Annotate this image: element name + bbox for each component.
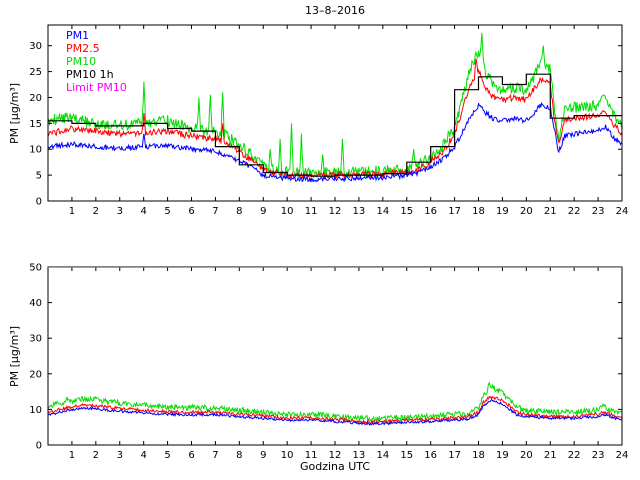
x-tick-label: 23 — [592, 206, 605, 217]
x-tick-label: 5 — [164, 206, 170, 217]
bottom-plot: 1 2 3 4 5 6 7 8 9 10 11 12 13 14 15 16 17 18 19 20 21 22 23 240… — [29, 263, 628, 462]
x-tick-label: 20 — [520, 450, 533, 461]
x-tick-label: 17 — [448, 206, 461, 217]
x-tick-label: 3 — [117, 206, 123, 217]
x-tick-label: 11 — [305, 206, 318, 217]
bottom-plot-area — [48, 381, 622, 426]
y-tick-label: 10 — [29, 145, 42, 156]
x-tick-label: 11 — [305, 450, 318, 461]
x-tick-label: 10 — [281, 450, 294, 461]
y-axis-label-bottom: PM [µg/m³] — [8, 325, 21, 387]
y-tick-label: 5 — [36, 171, 42, 182]
x-tick-label: 12 — [329, 206, 342, 217]
x-tick-label: 3 — [117, 450, 123, 461]
x-tick-label: 7 — [212, 206, 218, 217]
series-pm1 — [48, 101, 622, 183]
y-axis-label-top: PM [µg/m³] — [8, 82, 21, 144]
x-tick-label: 6 — [188, 206, 194, 217]
x-tick-label: 1 — [69, 450, 75, 461]
x-tick-label: 9 — [260, 450, 266, 461]
y-tick-label: 50 — [29, 263, 42, 274]
legend-item-limit-pm10: Limit PM10 — [66, 81, 127, 94]
x-tick-label: 19 — [496, 450, 509, 461]
y-tick-label: 25 — [29, 67, 42, 78]
y-tick-label: 10 — [29, 405, 42, 416]
x-tick-label: 12 — [329, 450, 342, 461]
x-tick-label: 4 — [140, 206, 146, 217]
series-pm2-5 — [48, 395, 622, 425]
x-tick-label: 22 — [568, 450, 581, 461]
x-tick-label: 1 — [69, 206, 75, 217]
x-tick-label: 13 — [353, 206, 366, 217]
series-pm10 — [48, 32, 622, 180]
x-tick-label: 17 — [448, 450, 461, 461]
x-tick-label: 20 — [520, 206, 533, 217]
x-tick-label: 10 — [281, 206, 294, 217]
x-tick-label: 21 — [544, 206, 557, 217]
x-tick-label: 6 — [188, 450, 194, 461]
x-tick-label: 13 — [353, 450, 366, 461]
legend-item-pm10: PM10 — [66, 55, 96, 68]
x-tick-label: 2 — [93, 206, 99, 217]
y-tick-label: 0 — [36, 197, 42, 208]
y-tick-label: 40 — [29, 298, 42, 309]
y-tick-label: 15 — [29, 119, 42, 130]
x-axis-label: Godzina UTC — [299, 460, 371, 473]
x-tick-label: 22 — [568, 206, 581, 217]
series-pm10 — [48, 381, 622, 423]
x-tick-label: 14 — [376, 450, 389, 461]
x-tick-label: 4 — [140, 450, 146, 461]
x-tick-label: 2 — [93, 450, 99, 461]
series-pm1 — [48, 399, 622, 426]
x-tick-label: 14 — [376, 206, 389, 217]
x-tick-label: 8 — [236, 450, 242, 461]
x-tick-label: 15 — [400, 206, 413, 217]
legend-item-pm1: PM1 — [66, 29, 89, 42]
x-tick-label: 18 — [472, 450, 485, 461]
x-tick-label: 18 — [472, 206, 485, 217]
x-tick-label: 15 — [400, 450, 413, 461]
x-tick-label: 24 — [616, 206, 629, 217]
x-tick-label: 16 — [424, 450, 437, 461]
legend-item-pm2-5: PM2.5 — [66, 42, 100, 55]
x-tick-label: 21 — [544, 450, 557, 461]
y-tick-label: 30 — [29, 41, 42, 52]
top-plot-area — [48, 32, 622, 183]
chart-title: 13–8–2016 — [305, 4, 365, 17]
x-tick-label: 7 — [212, 450, 218, 461]
series-pm2-5 — [48, 58, 622, 180]
x-tick-label: 9 — [260, 206, 266, 217]
x-tick-label: 5 — [164, 450, 170, 461]
x-tick-label: 24 — [616, 450, 629, 461]
x-tick-label: 19 — [496, 206, 509, 217]
legend-item-pm10-1h: PM10 1h — [66, 68, 114, 81]
y-tick-label: 20 — [29, 369, 42, 380]
x-tick-label: 23 — [592, 450, 605, 461]
y-tick-label: 0 — [36, 441, 42, 452]
y-tick-label: 20 — [29, 93, 42, 104]
x-tick-label: 16 — [424, 206, 437, 217]
x-tick-label: 8 — [236, 206, 242, 217]
y-tick-label: 30 — [29, 334, 42, 345]
top-plot: 1 2 3 4 5 6 7 8 9 10 11 12 13 14 15 16 17 18 19 20 21 22 23 240… — [29, 24, 629, 217]
series-pm10-1h — [48, 73, 622, 177]
